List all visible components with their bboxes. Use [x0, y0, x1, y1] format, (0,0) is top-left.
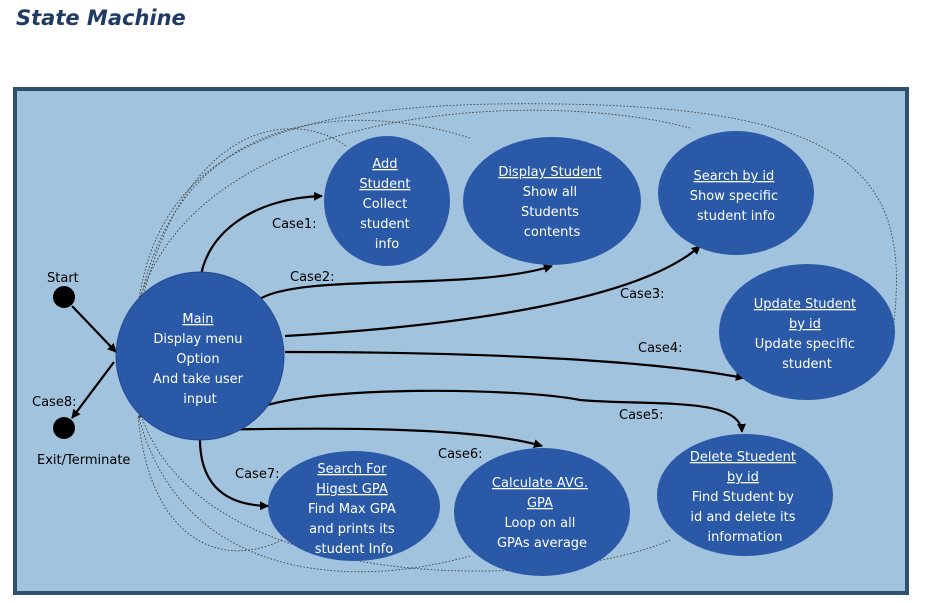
state-add-student-line: student	[360, 217, 410, 232]
state-search-by-id-line: Show specific	[690, 189, 778, 204]
state-add-student-shape	[324, 136, 450, 266]
case5-label: Case5:	[619, 408, 663, 423]
edge-case7	[198, 431, 269, 511]
start-label: Start	[47, 271, 79, 286]
state-calculate-avg-gpa-title: GPA	[527, 496, 553, 511]
return-loops	[137, 103, 897, 573]
state-delete-student-line: information	[707, 530, 782, 545]
svg-text:Add Student Collec: Add Student Collect student info	[359, 157, 414, 252]
state-search-by-id-shape	[658, 131, 814, 255]
case2-label: Case2:	[290, 270, 334, 285]
state-calculate-avg-gpa-line: GPAs average	[497, 536, 587, 551]
state-update-student-title: Update Student	[754, 297, 856, 312]
state-display-student-title: Display Student	[498, 165, 601, 180]
case1-label: Case1:	[272, 217, 316, 232]
transitions	[71, 191, 747, 511]
state-delete-student: Delete Stuedent by id Find Student by id…	[657, 434, 833, 556]
state-highest-gpa-line: Find Max GPA	[308, 502, 396, 517]
state-main: Main Display menu Option And take user i…	[115, 271, 285, 441]
edge-case5	[257, 389, 747, 433]
case7-label: Case7:	[235, 467, 279, 482]
return-loop-add	[140, 128, 347, 301]
case4-label: Case4:	[638, 341, 682, 356]
exit-label: Exit/Terminate	[37, 453, 130, 468]
state-delete-student-title: Delete Stuedent	[690, 450, 796, 465]
state-add-student-line: info	[375, 237, 399, 252]
state-display-student: Display Student Show all Students conten…	[463, 137, 641, 265]
state-calculate-avg-gpa-title: Calculate AVG.	[492, 476, 588, 491]
state-display-student-line: contents	[524, 225, 581, 240]
state-update-student-line: Update specific	[755, 337, 855, 352]
state-highest-gpa-title: Higest GPA	[316, 482, 388, 497]
state-update-student: Update Student by id Update specific stu…	[719, 264, 895, 400]
state-highest-gpa-shape	[268, 451, 440, 561]
state-highest-gpa-line: and prints its	[309, 522, 395, 537]
state-add-student: Add Student Collect student info	[324, 136, 450, 266]
state-display-student-line: Show all	[523, 185, 577, 200]
exit-node	[53, 417, 75, 439]
state-delete-student-line: id and delete its	[690, 510, 795, 525]
state-update-student-shape	[719, 264, 895, 400]
case8-label: Case8:	[32, 395, 76, 410]
case6-label: Case6:	[438, 447, 482, 462]
case3-label: Case3:	[620, 287, 664, 302]
state-delete-student-title: by id	[727, 470, 759, 485]
return-loop-search	[137, 109, 691, 305]
state-calculate-avg-gpa-shape	[454, 448, 630, 576]
state-main-line: And take user	[153, 372, 244, 387]
state-add-student-title: Add	[372, 157, 397, 172]
svg-text:Main Display menu: Main Display menu Option And take user i…	[153, 312, 247, 407]
return-loop-calc	[137, 413, 471, 573]
edge-case6	[199, 427, 543, 449]
state-main-title: Main	[182, 312, 213, 327]
edge-case3	[284, 245, 701, 338]
state-main-line: Option	[176, 352, 219, 367]
svg-text:Update Student by id: Update Student by id Update specific stu…	[754, 297, 861, 372]
state-search-by-id: Search by id Show specific student info	[658, 131, 814, 255]
svg-text:Search by id Show specif: Search by id Show specific student info	[690, 169, 782, 224]
state-main-shape	[115, 271, 285, 441]
edge-main-exit	[71, 361, 115, 419]
svg-text:Search For Higest GPA: Search For Higest GPA Find Max GPA and p…	[308, 462, 400, 557]
state-search-by-id-title: Search by id	[694, 169, 775, 184]
edge-case2	[257, 264, 553, 301]
return-loop-max	[137, 415, 283, 552]
edge-case4	[284, 350, 745, 381]
svg-text:Calculate AVG. GPA: Calculate AVG. GPA Loop on all GPAs aver…	[492, 476, 592, 551]
state-highest-gpa-line: student Info	[315, 542, 393, 557]
state-delete-student-shape	[657, 434, 833, 556]
return-loop-outer	[137, 103, 897, 331]
state-delete-student-line: Find Student by	[692, 490, 794, 505]
state-update-student-title: by id	[789, 317, 821, 332]
state-calculate-avg-gpa-line: Loop on all	[505, 516, 576, 531]
state-display-student-shape	[463, 137, 641, 265]
state-calculate-avg-gpa: Calculate AVG. GPA Loop on all GPAs aver…	[454, 448, 630, 576]
state-highest-gpa: Search For Higest GPA Find Max GPA and p…	[268, 451, 440, 561]
state-main-line: Display menu	[153, 332, 242, 347]
return-loop-display	[139, 119, 471, 303]
state-update-student-line: student	[782, 357, 832, 372]
state-main-line: input	[183, 392, 216, 407]
edge-case1	[198, 191, 323, 283]
start-node	[53, 286, 75, 308]
svg-text:Display Student Show all: Display Student Show all Students conten…	[498, 165, 605, 240]
svg-text:Delete Stuedent by id: Delete Stuedent by id Find Student by id…	[690, 450, 800, 545]
page-title: State Machine	[16, 6, 186, 30]
state-add-student-title: Student	[359, 177, 410, 192]
state-highest-gpa-title: Search For	[317, 462, 387, 477]
state-add-student-line: Collect	[363, 197, 408, 212]
state-search-by-id-line: student info	[697, 209, 775, 224]
state-display-student-line: Students	[521, 205, 579, 220]
edge-start-main	[71, 305, 117, 353]
